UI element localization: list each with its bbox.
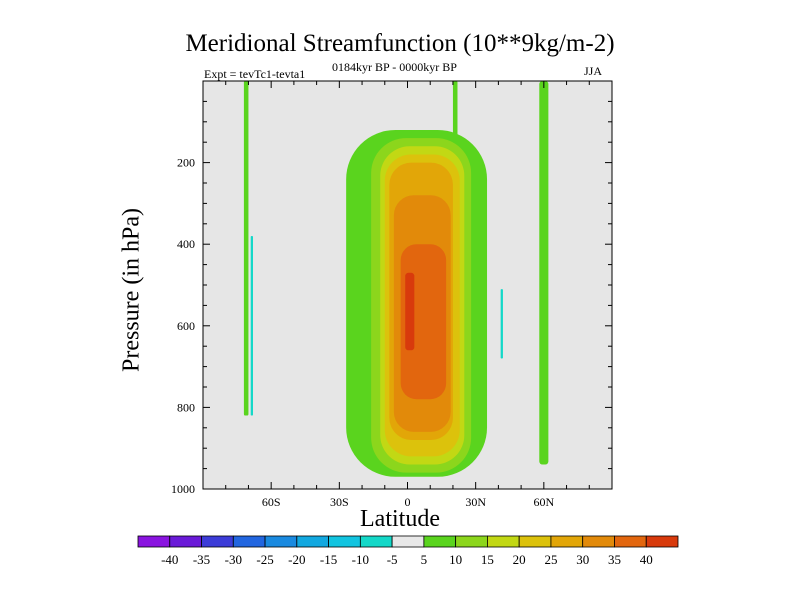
colorbar-swatch bbox=[328, 535, 361, 548]
x-tick-label: 60N bbox=[533, 495, 554, 509]
colorbar-swatch bbox=[296, 535, 329, 548]
colorbar-swatch bbox=[201, 535, 234, 548]
y-tick-label: 800 bbox=[177, 400, 195, 414]
colorbar-label: 20 bbox=[513, 552, 526, 567]
experiment-label: Expt = tevTc1-tevta1 bbox=[204, 67, 306, 81]
colorbar-swatch bbox=[264, 535, 298, 548]
y-tick-label: 600 bbox=[177, 319, 195, 333]
colorbar-label: 5 bbox=[421, 552, 428, 567]
colorbar-label: -35 bbox=[193, 552, 210, 567]
colorbar-swatch bbox=[423, 535, 457, 548]
chart-title: Meridional Streamfunction (10**9kg/m-2) bbox=[185, 30, 615, 57]
colorbar-label: 10 bbox=[449, 552, 462, 567]
x-tick-label: 0 bbox=[405, 495, 411, 509]
colorbar-swatch bbox=[582, 535, 615, 548]
colorbar-label: -20 bbox=[288, 552, 305, 567]
contour-subtropical-band-north bbox=[452, 81, 458, 143]
colorbar-swatch bbox=[137, 535, 171, 548]
colorbar-swatch bbox=[359, 535, 393, 548]
colorbar-label: -15 bbox=[320, 552, 337, 567]
colorbar-swatch bbox=[518, 535, 552, 548]
colorbar-label: 35 bbox=[608, 552, 621, 567]
contour-tropical-cell-40 bbox=[405, 272, 415, 351]
colorbar-swatch bbox=[645, 535, 679, 548]
x-tick-label: 30N bbox=[465, 495, 486, 509]
colorbar-swatch bbox=[487, 535, 520, 548]
colorbar-label: -10 bbox=[352, 552, 369, 567]
y-tick-label: 200 bbox=[177, 156, 195, 170]
x-tick-label: 30S bbox=[330, 495, 349, 509]
colorbar-swatch bbox=[391, 535, 425, 548]
contour-fields bbox=[243, 81, 549, 477]
contour-high-lat-band-north bbox=[539, 81, 549, 465]
colorbar-swatch bbox=[232, 535, 266, 548]
y-tick-label: 1000 bbox=[171, 482, 195, 496]
season-label: JJA bbox=[584, 64, 603, 78]
chart-subtitle: 0184kyr BP - 0000kyr BP bbox=[332, 60, 457, 74]
y-tick-label: 400 bbox=[177, 237, 195, 251]
x-tick-label: 60S bbox=[262, 495, 281, 509]
x-axis-label: Latitude bbox=[360, 506, 440, 532]
contour-thin-negative-mid-north bbox=[500, 289, 503, 359]
contour-thin-band-far-south bbox=[243, 81, 249, 416]
plot-axes: 60S 30S 0 30N 60N 200 400 600 800 1000 bbox=[171, 80, 613, 509]
colorbar-swatch bbox=[455, 535, 488, 548]
contour-thin-negative-far-south bbox=[250, 236, 253, 416]
colorbar: -40 -35 -30 -25 -20 -15 -10 -5 5 10 15 20 25 30 35 40 bbox=[137, 535, 679, 567]
colorbar-label: -30 bbox=[225, 552, 242, 567]
colorbar-label: -5 bbox=[387, 552, 398, 567]
colorbar-label: -25 bbox=[256, 552, 273, 567]
colorbar-label: 30 bbox=[576, 552, 589, 567]
colorbar-swatch bbox=[169, 535, 202, 548]
colorbar-swatch bbox=[614, 535, 647, 548]
colorbar-label: -40 bbox=[161, 552, 178, 567]
colorbar-label: 40 bbox=[640, 552, 653, 567]
colorbar-swatch bbox=[550, 535, 584, 548]
colorbar-label: 25 bbox=[544, 552, 557, 567]
colorbar-label: 15 bbox=[481, 552, 494, 567]
